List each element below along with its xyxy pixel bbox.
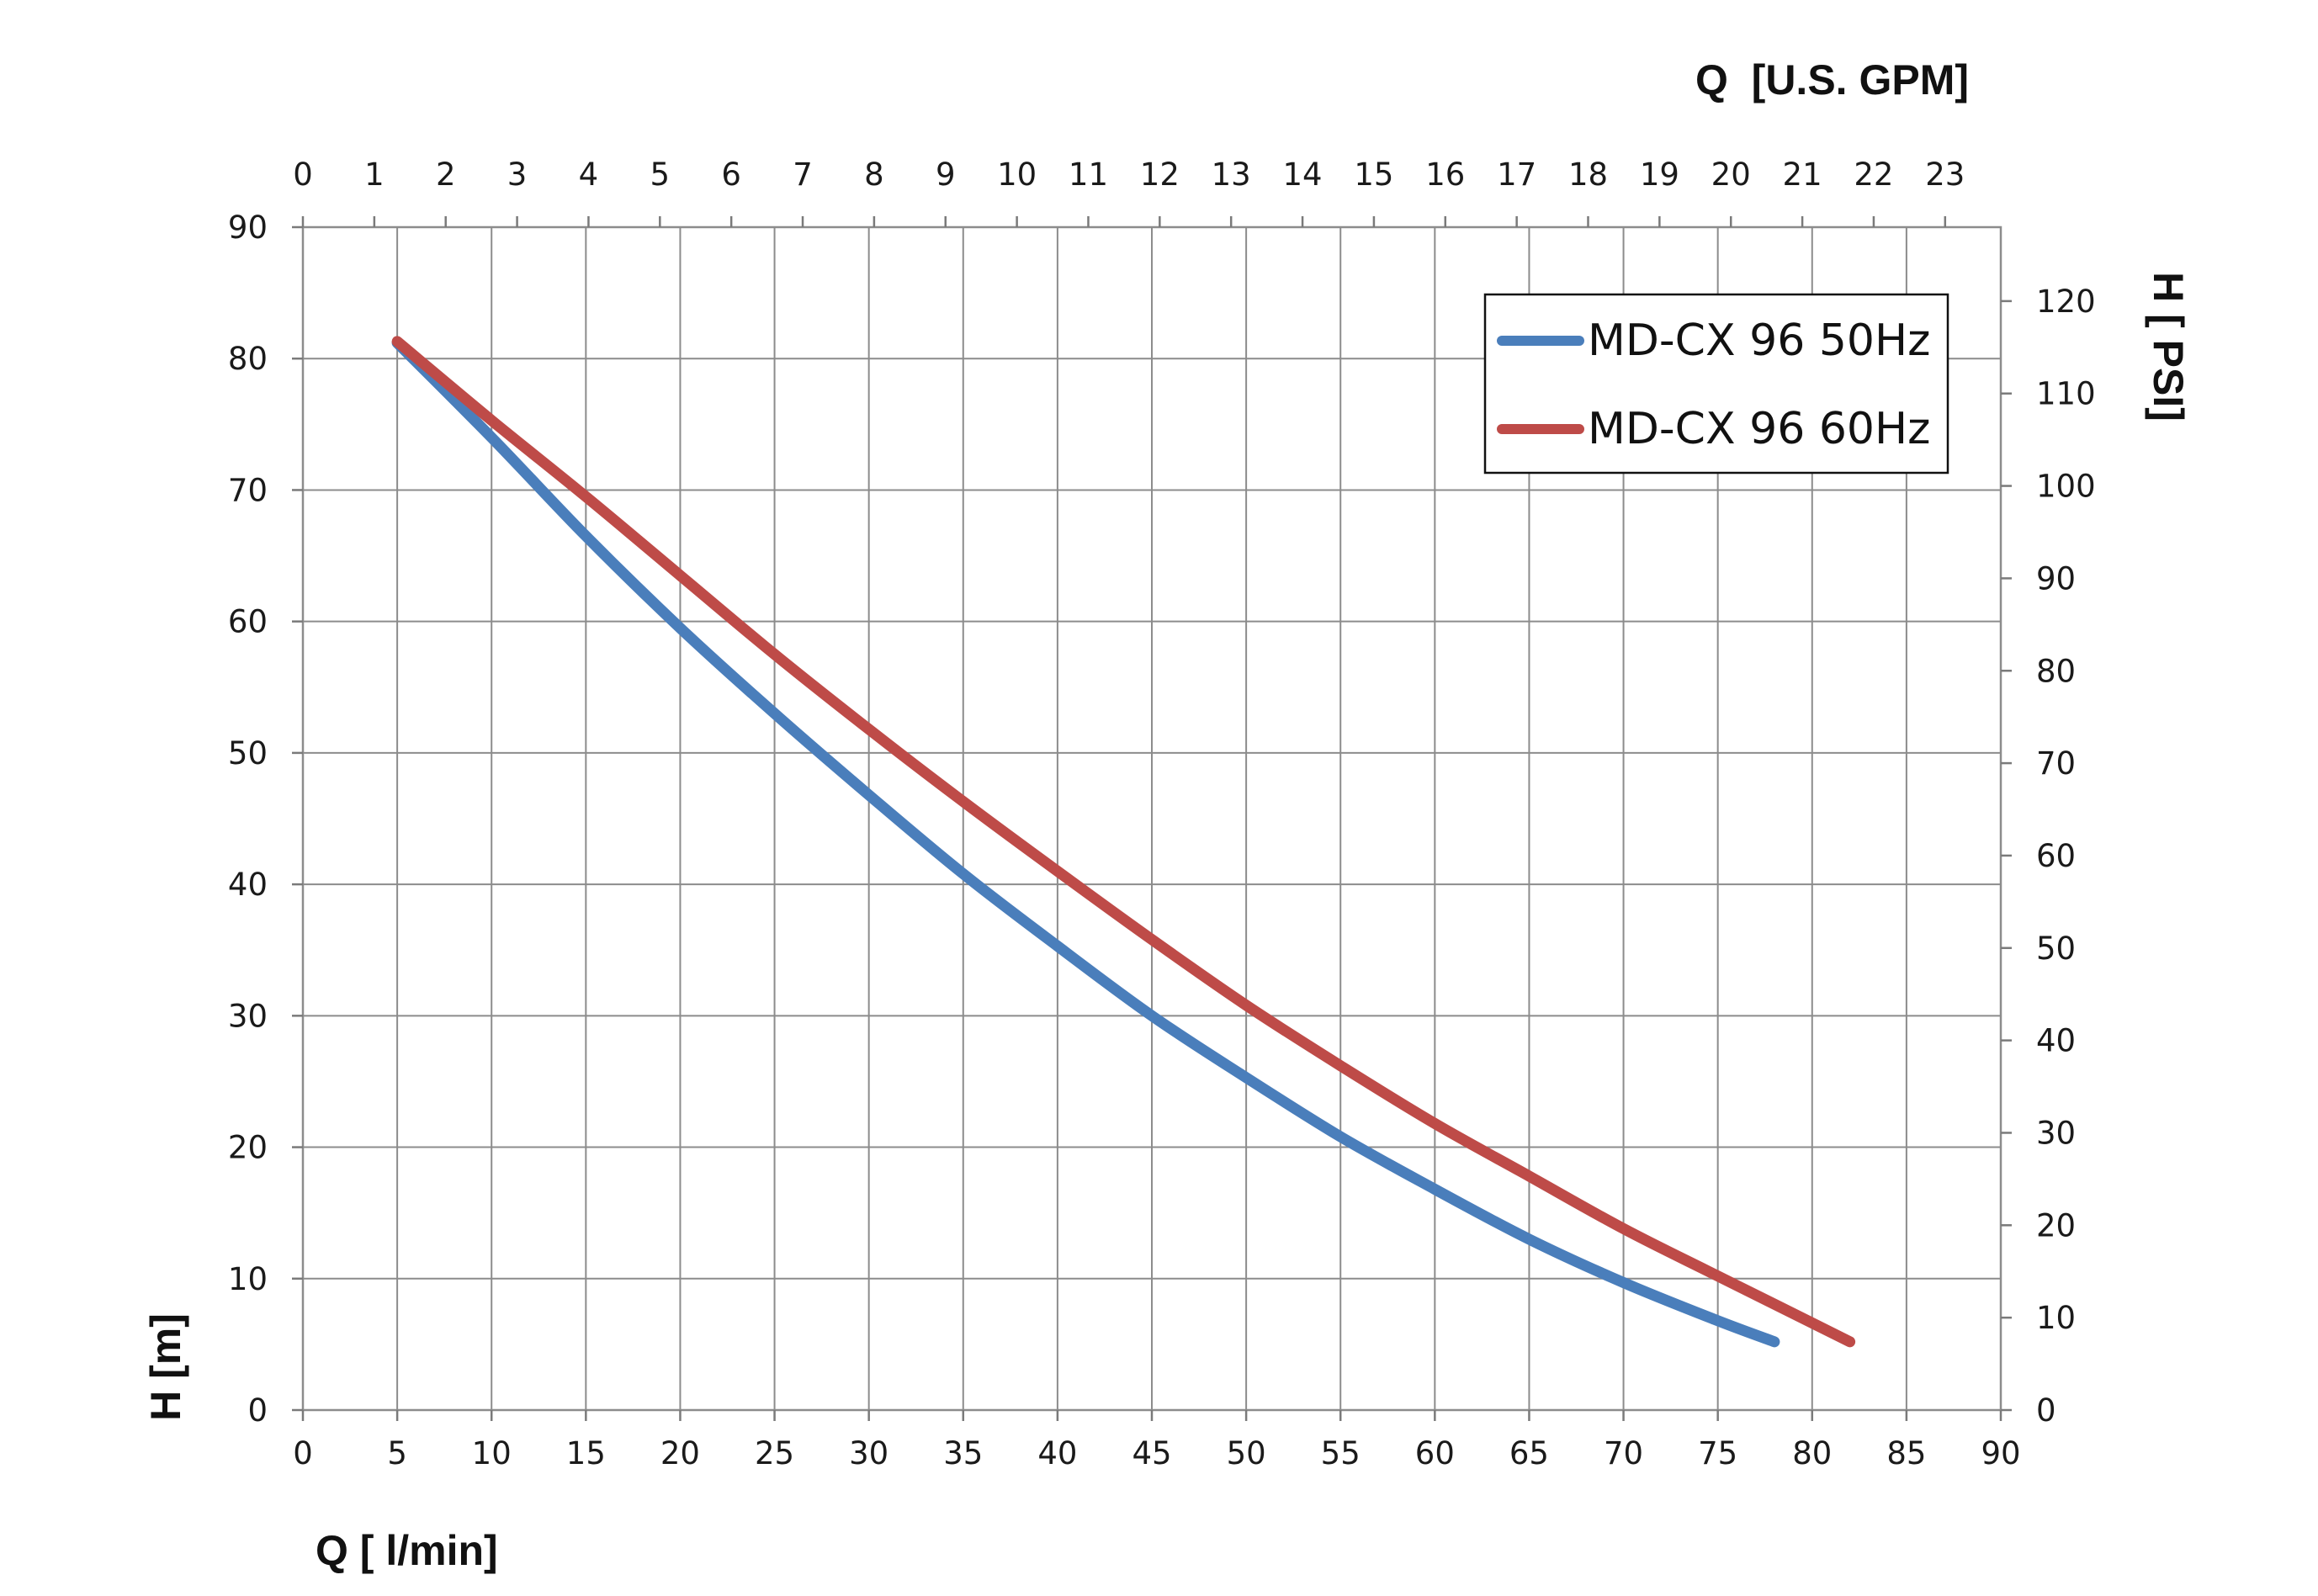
y2-tick-label: 110 xyxy=(2036,376,2096,412)
x2-tick-label: 7 xyxy=(793,156,813,193)
legend: MD-CX 96 50Hz MD-CX 96 60Hz xyxy=(1483,293,1949,475)
axis-ticks xyxy=(292,216,2012,1421)
y2-tick-label: 60 xyxy=(2036,838,2076,874)
x2-tick-label: 13 xyxy=(1212,156,1251,193)
legend-label-50hz: MD-CX 96 50Hz xyxy=(1588,315,1930,366)
y-tick-label: 50 xyxy=(228,735,268,771)
y2-tick-label: 90 xyxy=(2036,560,2076,597)
x-tick-label: 35 xyxy=(943,1435,983,1471)
x2-tick-label: 21 xyxy=(1783,156,1822,193)
x2-axis-title: Q [U.S. GPM] xyxy=(1695,56,1969,103)
x2-tick-label: 6 xyxy=(721,156,741,193)
legend-box xyxy=(1483,293,1949,475)
y-tick-label: 70 xyxy=(228,472,268,508)
x-tick-label: 80 xyxy=(1792,1435,1832,1471)
y-tick-label: 40 xyxy=(228,867,268,903)
y-tick-label: 60 xyxy=(228,604,268,640)
y-tick-label: 90 xyxy=(228,209,268,246)
y2-tick-label: 0 xyxy=(2036,1392,2056,1429)
y2-tick-label: 10 xyxy=(2036,1300,2076,1336)
x-tick-label: 10 xyxy=(472,1435,512,1471)
tick-labels: 0 5 10 15 20 25 30 35 40 45 50 55 60 65 70 75 80 85 900102… xyxy=(228,156,2096,1471)
x2-tick-label: 23 xyxy=(1925,156,1965,193)
x2-tick-label: 12 xyxy=(1140,156,1180,193)
x2-tick-label: 9 xyxy=(936,156,956,193)
x-tick-label: 85 xyxy=(1886,1435,1926,1471)
y2-tick-label: 80 xyxy=(2036,653,2076,689)
y2-tick-label: 40 xyxy=(2036,1023,2076,1059)
x-tick-label: 60 xyxy=(1415,1435,1455,1471)
y-axis-title: H [m] xyxy=(142,1313,189,1421)
x2-tick-label: 14 xyxy=(1283,156,1323,193)
x-tick-label: 30 xyxy=(849,1435,888,1471)
y2-tick-label: 100 xyxy=(2036,469,2096,505)
x2-tick-label: 19 xyxy=(1640,156,1679,193)
x2-tick-label: 3 xyxy=(507,156,528,193)
x-tick-label: 55 xyxy=(1321,1435,1361,1471)
y2-tick-label: 30 xyxy=(2036,1115,2076,1151)
legend-label-60hz: MD-CX 96 60Hz xyxy=(1588,404,1930,454)
x2-tick-label: 0 xyxy=(293,156,313,193)
x2-tick-label: 16 xyxy=(1425,156,1465,193)
x2-tick-label: 4 xyxy=(579,156,599,193)
x2-tick-label: 1 xyxy=(364,156,385,193)
x-tick-label: 65 xyxy=(1509,1435,1549,1471)
y-tick-label: 80 xyxy=(228,341,268,377)
x-tick-label: 25 xyxy=(755,1435,794,1471)
x-tick-label: 50 xyxy=(1227,1435,1266,1471)
series-lines xyxy=(391,336,1856,1348)
x-axis-title: Q [ l/min] xyxy=(316,1527,498,1574)
y-tick-label: 30 xyxy=(228,998,268,1034)
y2-axis-title: H [ PSI] xyxy=(2145,272,2192,422)
y2-tick-label: 120 xyxy=(2036,284,2096,320)
y2-tick-label: 20 xyxy=(2036,1207,2076,1243)
x2-tick-label: 15 xyxy=(1354,156,1393,193)
y2-tick-label: 50 xyxy=(2036,931,2076,967)
x-tick-label: 40 xyxy=(1037,1435,1077,1471)
x2-tick-label: 17 xyxy=(1497,156,1536,193)
x-tick-label: 5 xyxy=(387,1435,407,1471)
x2-tick-label: 5 xyxy=(650,156,671,193)
x2-tick-label: 2 xyxy=(436,156,456,193)
y-tick-label: 10 xyxy=(228,1261,268,1297)
x-tick-label: 75 xyxy=(1698,1435,1737,1471)
x2-tick-label: 8 xyxy=(864,156,884,193)
x2-tick-label: 22 xyxy=(1854,156,1893,193)
x2-tick-label: 20 xyxy=(1711,156,1751,193)
x-tick-label: 90 xyxy=(1981,1435,2020,1471)
y-tick-label: 20 xyxy=(228,1130,268,1166)
x2-tick-label: 10 xyxy=(997,156,1037,193)
x2-tick-label: 18 xyxy=(1568,156,1608,193)
x-tick-label: 45 xyxy=(1132,1435,1171,1471)
y-tick-label: 0 xyxy=(247,1392,268,1429)
series-line-50hz xyxy=(391,337,1780,1348)
y2-tick-label: 70 xyxy=(2036,745,2076,782)
x-tick-label: 70 xyxy=(1604,1435,1643,1471)
x-tick-label: 0 xyxy=(293,1435,313,1471)
x2-tick-label: 11 xyxy=(1069,156,1108,193)
series-line-60hz xyxy=(391,336,1856,1348)
x-tick-label: 15 xyxy=(566,1435,606,1471)
x-tick-label: 20 xyxy=(660,1435,700,1471)
